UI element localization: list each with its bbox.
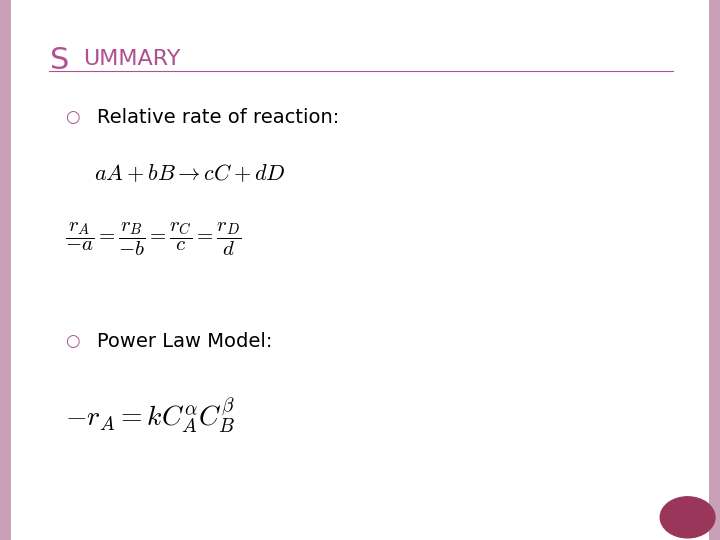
FancyBboxPatch shape	[0, 0, 11, 540]
Text: Relative rate of reaction:: Relative rate of reaction:	[97, 108, 339, 127]
Circle shape	[660, 497, 715, 538]
Text: ○: ○	[65, 332, 79, 350]
Text: $-r_A = kC_A^{\alpha}C_B^{\beta}$: $-r_A = kC_A^{\alpha}C_B^{\beta}$	[65, 397, 235, 436]
Text: ○: ○	[65, 108, 79, 126]
Text: $\dfrac{r_A}{-a} = \dfrac{r_B}{-b} = \dfrac{r_C}{c} = \dfrac{r_D}{d}$: $\dfrac{r_A}{-a} = \dfrac{r_B}{-b} = \df…	[65, 221, 241, 259]
Text: $aA+bB \rightarrow cC+dD$: $aA+bB \rightarrow cC+dD$	[94, 162, 285, 184]
FancyBboxPatch shape	[709, 0, 720, 540]
Text: S: S	[50, 46, 70, 75]
Text: Power Law Model:: Power Law Model:	[97, 332, 273, 351]
Text: UMMARY: UMMARY	[83, 49, 180, 69]
